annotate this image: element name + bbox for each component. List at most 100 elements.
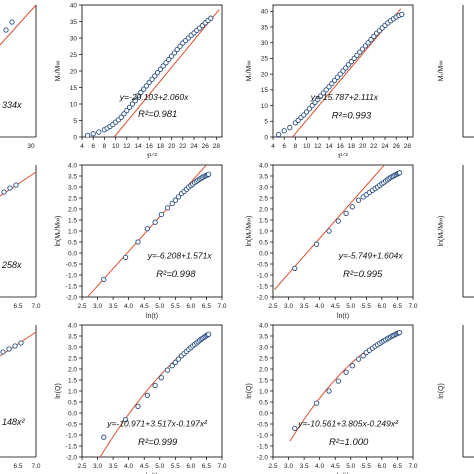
x-tick-label: 6.0 [377, 463, 386, 470]
x-tick-label: 22 [370, 143, 378, 150]
data-point [96, 129, 102, 135]
data-point [331, 77, 338, 84]
data-point [329, 80, 335, 87]
data-point [365, 40, 371, 46]
data-point [396, 329, 403, 336]
y-tick-label: 3.0 [259, 344, 268, 351]
data-point [160, 63, 166, 69]
y-tick-label: 5 [264, 119, 268, 126]
x-tick-label: 6 [282, 143, 286, 150]
y-tick-label: -1.5 [66, 443, 78, 450]
y-tick-label: 2.0 [68, 366, 77, 373]
x-tick-label: 28 [213, 143, 221, 150]
left-x-tick-label: 7.0 [31, 463, 40, 470]
x-tick-label: 10 [303, 143, 311, 150]
y-tick-label: 3.0 [68, 344, 77, 351]
data-point [172, 197, 178, 203]
y-tick-label: 1.0 [259, 388, 268, 395]
x-tick-label: 7.0 [217, 303, 226, 310]
plot-frame [272, 4, 414, 138]
data-point [208, 15, 214, 21]
y-tick-label: -0.5 [257, 261, 269, 268]
x-tick-label: 6.0 [186, 463, 195, 470]
left-fit-fragment [0, 4, 37, 46]
y-tick-label: -0.5 [66, 261, 78, 268]
y-tick-label: 2.5 [68, 355, 77, 362]
data-point [84, 132, 91, 137]
data-point [174, 46, 180, 53]
y-axis-label: ln(Mₜ/M∞) [246, 216, 253, 247]
y-tick-label: 3.5 [68, 333, 77, 340]
left-equation-fragment: 258x [1, 260, 22, 270]
x-tick-label: 5.5 [362, 463, 371, 470]
y-tick-label: 0 [264, 134, 268, 141]
chart-p32: 2.5 3.0 3.5 4.0 4.5 5.0 5.5 6.0 6.5 7.0 -2.0 -1.5 -1… [246, 322, 418, 474]
y-tick-label: 3.0 [68, 184, 77, 191]
data-point [169, 200, 175, 207]
left-equation-fragment: 148x² [2, 417, 26, 427]
x-tick-label: 14 [134, 143, 142, 150]
data-point [343, 65, 349, 71]
data-point [118, 114, 124, 120]
r-squared-label: R²=0.995 [343, 269, 383, 280]
y-tick-label: 35 [70, 19, 78, 26]
y-tick-label: 0.5 [259, 239, 268, 246]
chart-p22: 2.5 3.0 3.5 4.0 4.5 5.0 5.5 6.0 6.5 7.0 -2.0 -1.5 -1… [246, 162, 418, 320]
y-tick-label: 1.0 [68, 388, 77, 395]
x-tick-label: 4.5 [331, 463, 340, 470]
fit-equation: y=-10.561+3.805x-0.249x² [297, 419, 399, 429]
data-point [309, 102, 315, 109]
data-point [171, 50, 178, 56]
data-point [326, 228, 332, 234]
y-tick-label: -1.0 [257, 432, 269, 439]
x-tick-label: 28 [404, 143, 412, 150]
data-point [157, 66, 164, 73]
data-point [121, 111, 127, 117]
x-tick-label: 4.0 [315, 303, 324, 310]
y-tick-label: 2.0 [259, 206, 268, 213]
y-axis-label: Mₜ/M∞ [246, 61, 253, 82]
data-point [315, 96, 321, 102]
data-point [177, 43, 183, 49]
y-axis-label: ln(Q) [246, 383, 253, 399]
x-tick-label: 6.5 [393, 463, 402, 470]
data-point [292, 425, 298, 432]
x-tick-label: 7.0 [217, 463, 226, 470]
data-point [312, 99, 318, 106]
left-x-tick-label: 6.5 [13, 463, 22, 470]
data-point [90, 131, 96, 137]
r-squared-label: R²=0.993 [332, 111, 372, 122]
y-tick-label: 25 [70, 52, 78, 59]
fit-equation: y=-5.749+1.604x [338, 251, 404, 261]
y-tick-label: 40 [70, 2, 78, 9]
y-tick-label: 30 [261, 40, 269, 47]
y-tick-label: 5 [73, 118, 77, 125]
data-point [140, 86, 147, 92]
y-tick-label: 1.5 [259, 217, 268, 224]
y-tick-label: -1.0 [66, 272, 78, 279]
r-squared-label: R²=1.000 [329, 437, 369, 448]
data-point [323, 87, 329, 93]
data-point [355, 356, 362, 362]
data-point [164, 205, 171, 211]
left-x-tick-label: 30 [27, 143, 35, 150]
left-equation-fragment: 334x [2, 100, 22, 110]
data-point [313, 241, 320, 247]
x-tick-label: 16 [337, 143, 345, 150]
y-tick-label: 0 [73, 134, 77, 141]
x-tick-label: 5.5 [362, 303, 371, 310]
data-point [334, 74, 341, 80]
data-point [146, 79, 152, 86]
x-tick-label: 4.0 [124, 303, 133, 310]
y-tick-label: 0.0 [259, 250, 268, 257]
y-axis-label: ln(Mₜ/M∞) [55, 216, 62, 247]
x-tick-label: 3.0 [284, 463, 293, 470]
left-fit-fragment [0, 331, 37, 357]
x-tick-label: 6.0 [186, 303, 195, 310]
x-tick-label: 4 [80, 143, 84, 150]
left-data-point [7, 185, 13, 191]
y-tick-label: 2.0 [68, 206, 77, 213]
y-tick-label: -1.0 [66, 432, 78, 439]
data-point [138, 89, 144, 96]
y-tick-label: 0.5 [68, 239, 77, 246]
